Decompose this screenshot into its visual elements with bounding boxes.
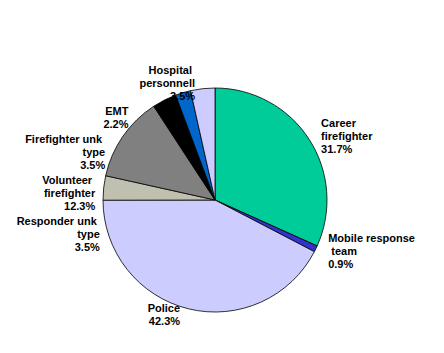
svg-text:Volunteer: Volunteer <box>42 174 95 186</box>
svg-text:firefighter: firefighter <box>44 187 96 199</box>
svg-text:firefighter: firefighter <box>321 130 373 142</box>
svg-text:Hospital: Hospital <box>149 64 195 76</box>
svg-text:12.3%: 12.3% <box>64 200 95 212</box>
svg-text:Career: Career <box>321 117 359 129</box>
svg-text:type: type <box>77 228 100 240</box>
svg-text:42.3%: 42.3% <box>149 315 180 327</box>
svg-text:team: team <box>328 245 357 257</box>
svg-text:0.9%: 0.9% <box>328 258 353 270</box>
svg-text:3.5%: 3.5% <box>75 241 100 253</box>
svg-text:2.2%: 2.2% <box>103 118 128 130</box>
svg-text:personnell: personnell <box>139 77 195 89</box>
svg-text:Responder unk: Responder unk <box>17 215 100 227</box>
svg-text:Firefighter unk: Firefighter unk <box>25 133 105 145</box>
svg-text:31.7%: 31.7% <box>321 143 352 155</box>
svg-text:3.5%: 3.5% <box>170 90 195 102</box>
svg-text:Police: Police <box>148 302 180 314</box>
svg-text:Mobile response: Mobile response <box>328 232 415 244</box>
svg-text:EMT: EMT <box>105 105 129 117</box>
svg-text:3.5%: 3.5% <box>80 159 105 171</box>
svg-text:type: type <box>83 146 106 158</box>
